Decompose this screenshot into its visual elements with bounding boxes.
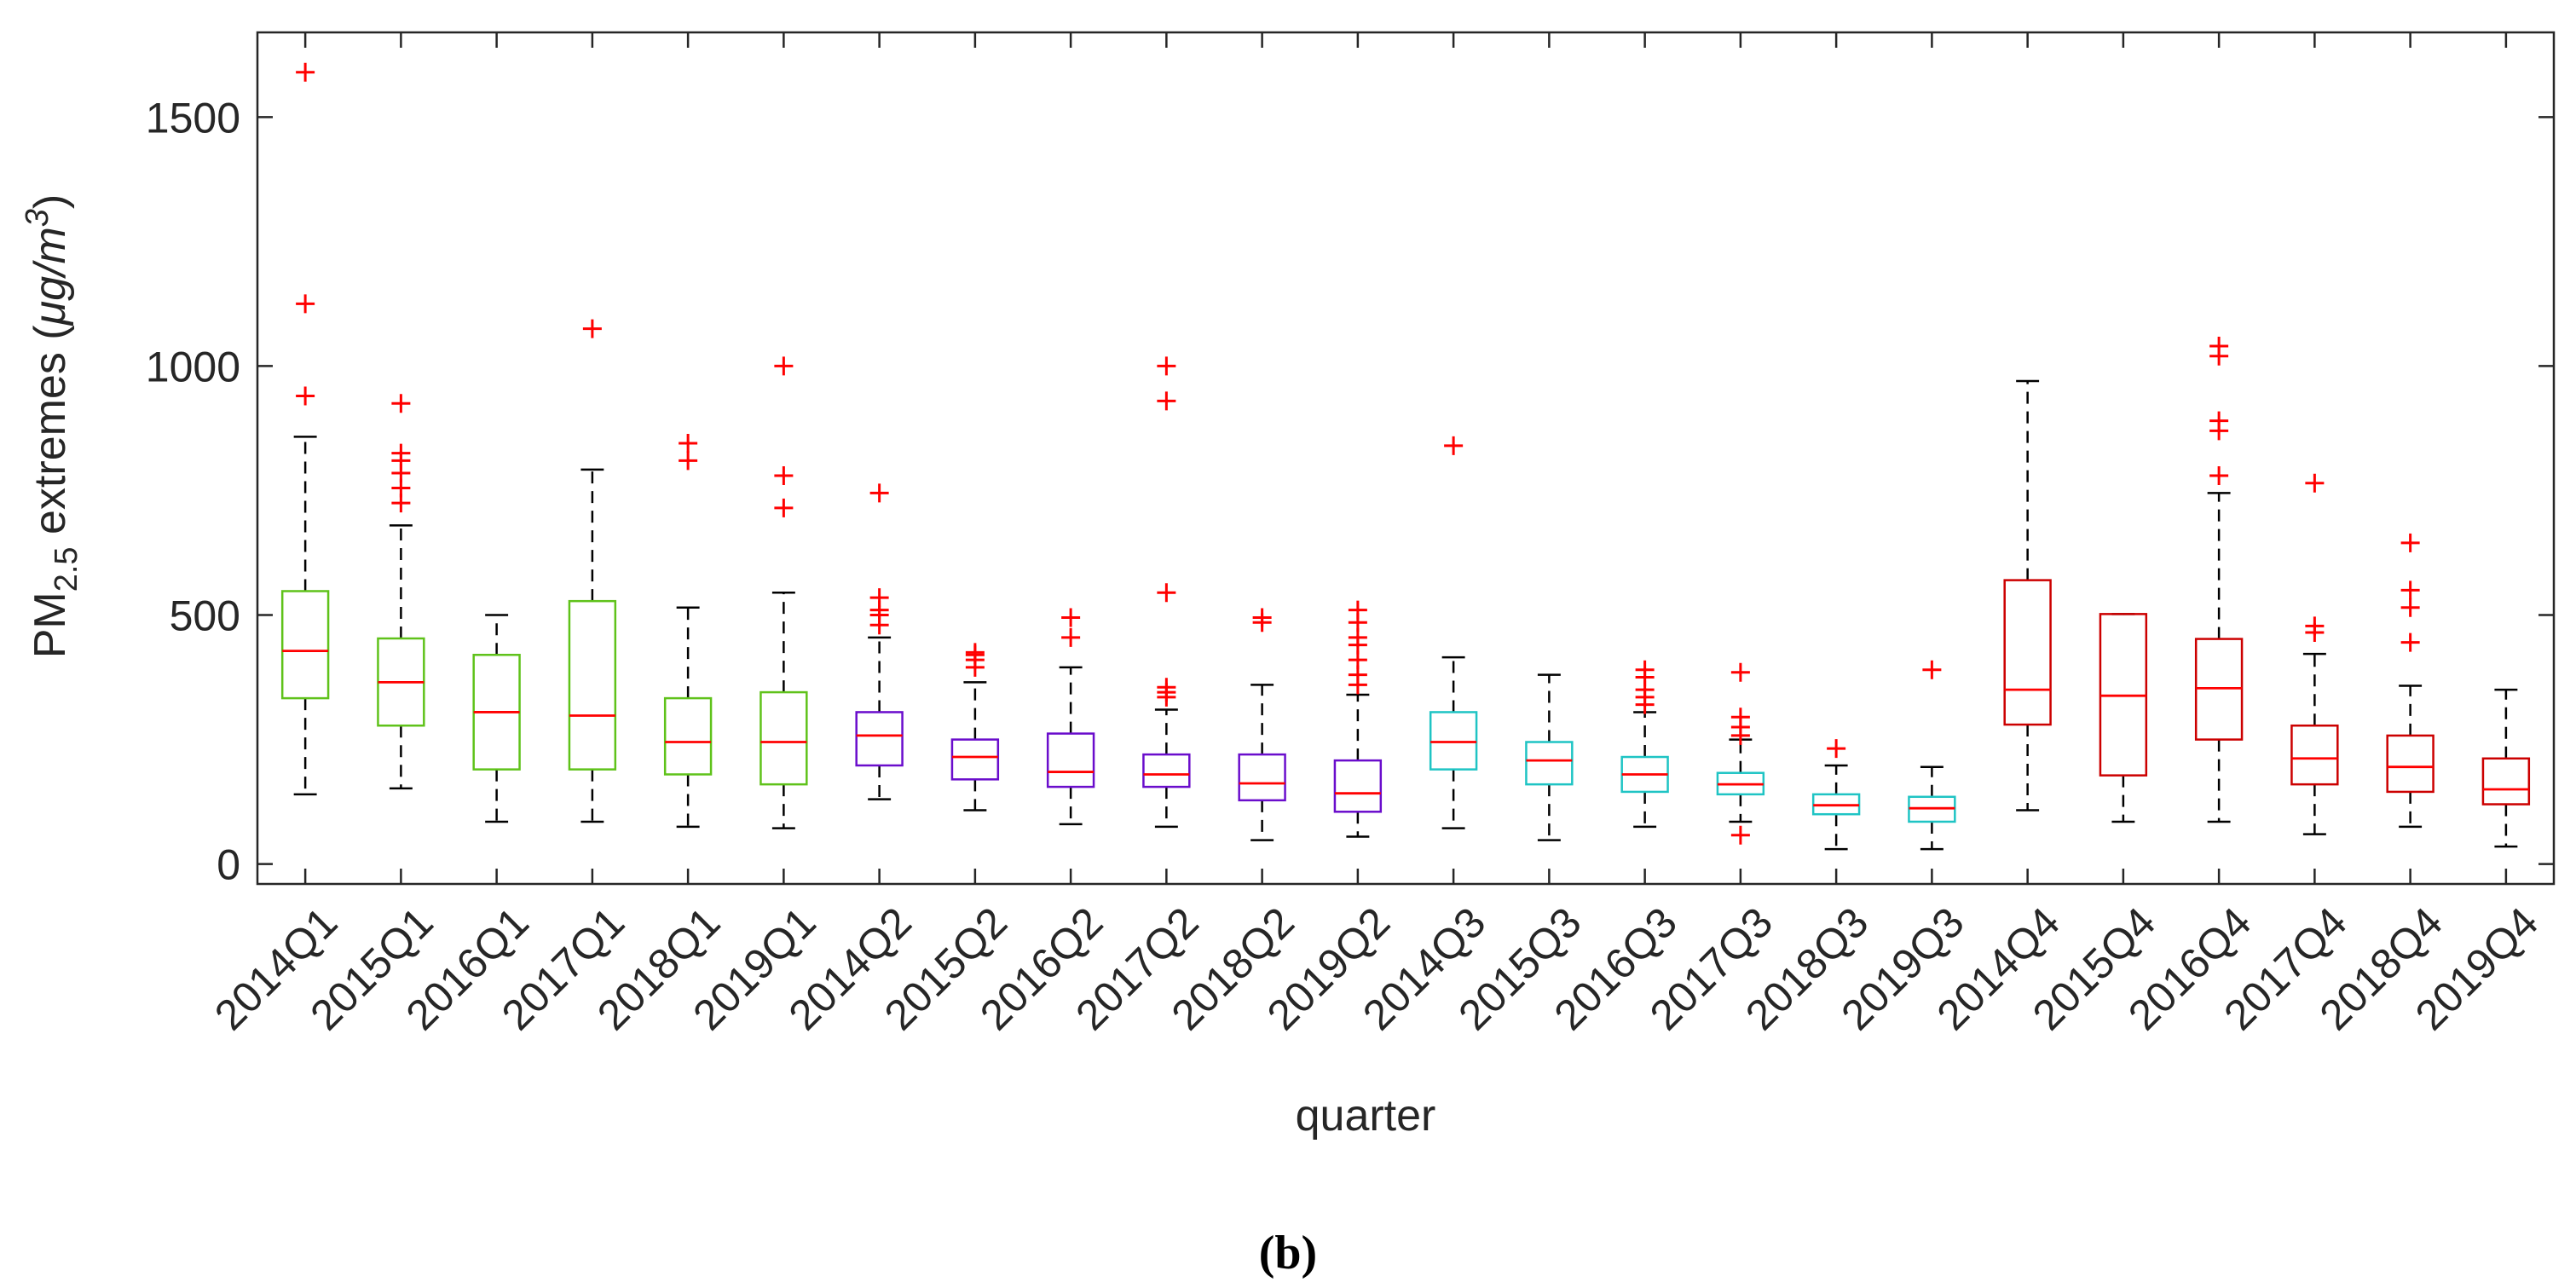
outlier-marker [296,386,315,406]
outlier-marker [296,62,315,82]
iqr-box [568,599,617,771]
iqr-box [950,738,1000,781]
outlier-marker [1922,660,1942,679]
box-2015Q3 [1525,673,1574,841]
box-2017Q2 [1142,356,1191,829]
y-label-close: ) [26,194,75,209]
box-2016Q1 [472,614,521,823]
iqr-box [280,590,330,700]
outlier-marker [774,465,794,485]
outlier-marker [1061,608,1081,627]
outlier-marker [391,443,411,463]
outlier-marker [679,451,698,471]
y-tick-label: 1500 [146,94,240,142]
box-2015Q4 [2099,613,2148,823]
box-2016Q4 [2194,337,2244,823]
iqr-box [2481,757,2531,806]
outlier-marker [1730,708,1750,727]
iqr-box [1046,732,1095,788]
outlier-marker [2209,411,2229,430]
y-axis-label: PM2.5 extremes (μg/m3) [20,194,84,659]
box-2019Q1 [760,356,808,829]
outlier-marker [965,643,985,662]
outlier-marker [296,294,315,314]
outlier-marker [1252,608,1272,627]
iqr-box [1333,759,1383,813]
y-tick-label: 1000 [146,343,240,390]
box-2016Q3 [1620,660,1669,829]
outlier-marker [869,588,889,608]
plot-area [280,62,2531,851]
panel-label: (b) [1259,1227,1317,1279]
axes-frame [256,31,2556,886]
outlier-marker [1348,600,1367,620]
iqr-box [1142,753,1191,788]
box-2016Q2 [1046,608,1095,826]
iqr-box [1238,753,1286,802]
box-2019Q2 [1333,600,1383,838]
outlier-marker [1444,436,1464,455]
outlier-marker [2400,533,2420,552]
box-2017Q3 [1716,662,1765,845]
outlier-marker [1827,739,1846,759]
outlier-marker [1157,583,1176,603]
box-2014Q2 [855,483,904,800]
outlier-marker [582,319,602,338]
iqr-box [2003,579,2052,726]
box-2018Q4 [2386,533,2434,829]
outlier-marker [1061,627,1081,647]
outlier-marker [1157,356,1176,376]
iqr-box [760,690,808,786]
y-label-unit: μg/m [26,227,75,326]
outlier-marker [2305,616,2325,636]
box-2014Q1 [280,62,330,796]
y-label-unit-superscript: 3 [20,209,55,227]
box-2018Q3 [1811,739,1861,851]
outlier-marker [2209,337,2229,356]
outlier-marker [774,356,794,376]
outlier-marker [2400,580,2420,600]
outlier-marker [1730,662,1750,682]
outlier-marker [1635,660,1655,679]
y-label-rest: extremes ( [26,325,75,547]
iqr-box [663,696,713,776]
y-label-subscript: 2.5 [49,546,84,592]
iqr-box [1525,741,1574,786]
y-axis-ticks: 0 500 1000 1500 [146,94,2554,889]
box-2017Q4 [2290,473,2339,835]
iqr-box [2290,724,2339,786]
iqr-box [855,711,904,767]
box-2019Q3 [1908,660,1956,851]
y-tick-label: 0 [217,841,240,889]
outlier-marker [1157,391,1176,411]
iqr-box [2386,734,2434,794]
box-2017Q1 [568,319,617,823]
outlier-marker [391,394,411,413]
outlier-marker [1157,678,1176,697]
outlier-marker [2400,598,2420,617]
outlier-marker [2209,465,2229,485]
outlier-marker [774,498,794,517]
y-label-base: PM [26,592,75,658]
box-2015Q2 [950,643,1000,811]
outlier-marker [1730,825,1750,845]
box-2018Q1 [663,433,713,829]
outlier-marker [2400,632,2420,652]
outlier-marker [679,433,698,453]
box-2014Q4 [2003,379,2052,811]
box-2014Q3 [1429,436,1478,829]
outlier-marker [2305,473,2325,493]
box-2018Q2 [1238,608,1286,841]
x-axis-label: quarter [1296,1091,1436,1141]
box-2019Q4 [2481,688,2531,848]
iqr-box [1429,711,1478,771]
outlier-marker [869,483,889,503]
y-tick-label: 500 [170,592,240,640]
box-2015Q1 [377,394,425,790]
